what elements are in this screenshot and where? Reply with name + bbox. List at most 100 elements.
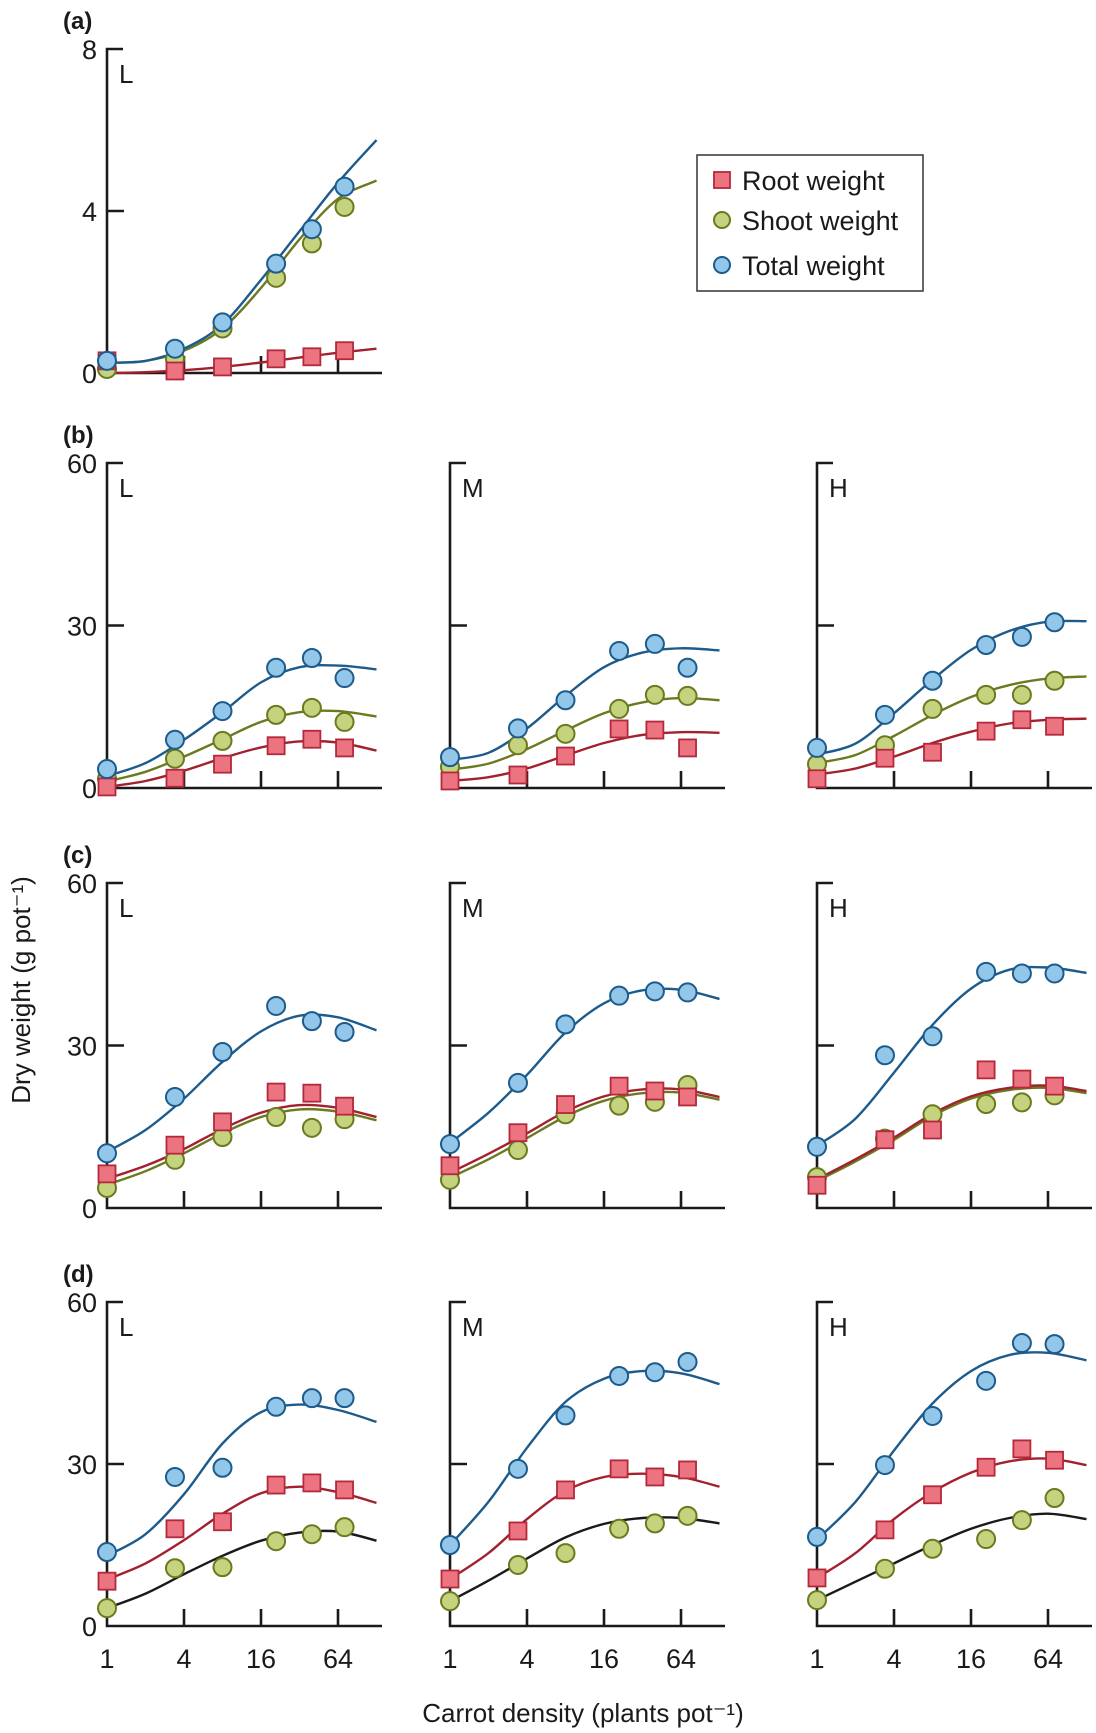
total-weight-point (266, 253, 287, 274)
total-weight-point (1044, 1334, 1065, 1355)
root-weight-point (609, 719, 629, 739)
total-weight-point (922, 1405, 943, 1426)
root-weight-point (923, 1485, 942, 1505)
subpanel-label: H (829, 1312, 848, 1342)
root-weight-point (976, 721, 996, 741)
shoot-weight-point (301, 1524, 322, 1545)
root-weight-point (1045, 1450, 1064, 1470)
root-weight-point (508, 1521, 528, 1541)
shoot-weight-point (644, 1513, 665, 1534)
y-axis-title: Dry weight (g pot⁻¹) (6, 876, 36, 1104)
total-weight-point (212, 1042, 233, 1062)
total-fit-line (449, 647, 720, 761)
root-weight-point (556, 746, 575, 766)
subpanel-label: M (462, 1312, 484, 1342)
shoot-weight-point (609, 698, 630, 719)
panel-H: H (807, 461, 1092, 790)
root-fit-line (816, 1457, 1087, 1579)
panel-L: 0 30 60 L (67, 449, 382, 804)
legend-shoot-marker (713, 211, 731, 229)
subpanel-label: L (119, 59, 133, 89)
shoot-fit-line (816, 1512, 1087, 1602)
shoot-weight-point (976, 1529, 997, 1550)
legend-root-marker (713, 171, 731, 189)
total-weight-point (266, 1396, 287, 1417)
root-weight-point (678, 1460, 697, 1480)
shoot-weight-point (1044, 670, 1065, 691)
row-b: (b) 0 30 60 L M H (63, 422, 1092, 804)
row-letter: (d) (63, 1261, 94, 1288)
shoot-weight-point (1011, 1092, 1032, 1113)
total-weight-point (507, 718, 528, 739)
total-fit-line (449, 1369, 720, 1546)
root-weight-point (97, 777, 117, 797)
root-weight-point (807, 769, 827, 789)
total-weight-point (976, 961, 997, 982)
y-tick-label: 60 (67, 449, 97, 479)
subpanel-label: H (829, 473, 848, 503)
total-weight-point (334, 176, 355, 197)
root-weight-point (1012, 710, 1032, 730)
total-weight-point (334, 668, 355, 689)
shoot-weight-point (976, 1094, 997, 1114)
total-weight-point (301, 1011, 322, 1032)
row-d: (d) 0 30 60 1 4 16 64 L 1 4 16 64 M 1 4 16 64 H (63, 1261, 1092, 1674)
total-weight-point (164, 1086, 185, 1107)
root-weight-point (440, 1156, 460, 1176)
root-weight-point (807, 1175, 827, 1195)
shoot-fit-line (106, 709, 377, 783)
legend-shoot: Shoot weight (713, 206, 899, 236)
total-weight-point (677, 1351, 698, 1372)
x-tick-label: 64 (666, 1644, 696, 1674)
axes (448, 881, 725, 1210)
shoot-weight-point (922, 1538, 943, 1559)
shoot-weight-point (976, 684, 997, 705)
legend-root: Root weight (713, 166, 885, 196)
y-tick-label: 0 (82, 1612, 97, 1642)
panel-L: 0 4 8L (82, 35, 382, 389)
total-weight-point (976, 1370, 997, 1391)
legend-shoot-label: Shoot weight (742, 206, 899, 236)
root-weight-point (97, 1571, 117, 1591)
root-weight-point (556, 1095, 575, 1114)
shoot-fit-line (816, 1086, 1087, 1182)
root-weight-point (645, 1467, 665, 1487)
subpanel-label: L (119, 473, 133, 503)
y-tick-label: 30 (67, 612, 97, 642)
total-weight-point (212, 312, 233, 333)
root-fit-line (449, 1472, 720, 1580)
total-weight-point (212, 701, 233, 722)
root-weight-point (302, 729, 322, 749)
root-weight-point (335, 738, 354, 758)
root-fit-line (449, 1087, 720, 1174)
root-weight-point (645, 720, 665, 740)
root-weight-point (266, 349, 286, 369)
legend-total-label: Total weight (742, 251, 885, 281)
total-fit-line (106, 139, 378, 365)
row-c: (c) 0 30 60 L M H (63, 842, 1092, 1224)
total-fit-line (106, 1403, 377, 1557)
shoot-weight-point (334, 196, 355, 217)
legend-box (696, 154, 924, 292)
total-weight-point (874, 1045, 895, 1066)
legend-root-label: Root weight (742, 166, 885, 196)
root-weight-point (213, 754, 232, 774)
shoot-weight-point (1011, 684, 1032, 705)
panel-M: M (440, 881, 725, 1210)
root-weight-point (923, 1120, 942, 1140)
x-tick-label: 64 (323, 1644, 353, 1674)
shoot-fit-line (106, 1107, 377, 1186)
shoot-weight-point (212, 730, 233, 751)
total-weight-point (440, 1134, 460, 1155)
root-weight-point (302, 1083, 322, 1103)
shoot-weight-point (677, 685, 698, 706)
total-weight-point (609, 985, 630, 1006)
root-weight-point (266, 1475, 286, 1495)
root-weight-point (508, 1123, 528, 1143)
total-weight-point (97, 1542, 117, 1563)
total-fit-line (449, 987, 720, 1144)
y-tick-label: 60 (67, 869, 97, 899)
panel-L: 0 30 60 L (67, 869, 382, 1224)
